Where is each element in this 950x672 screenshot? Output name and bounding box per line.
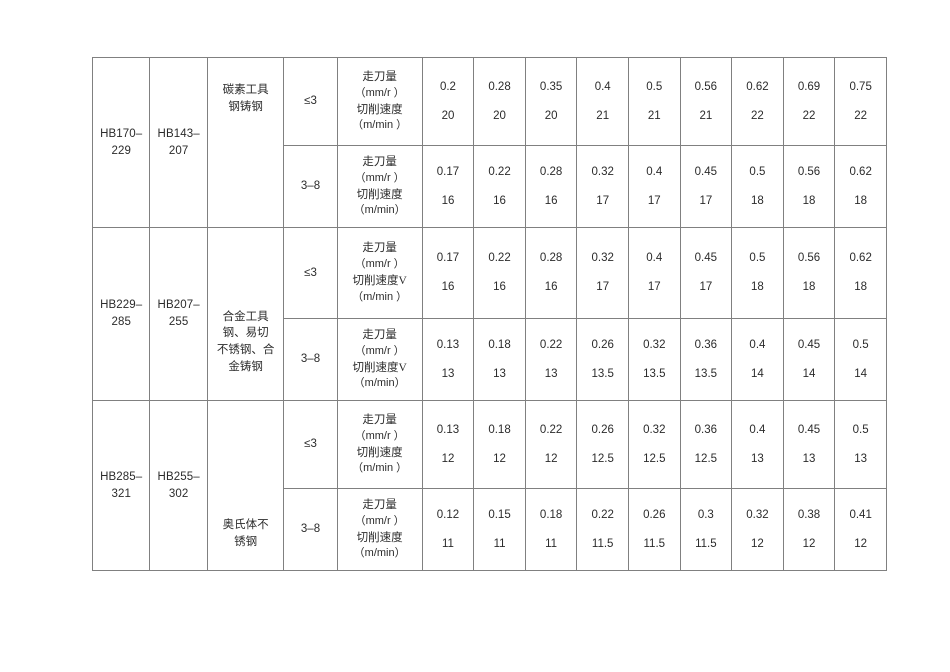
value-cell: 0.22 11.5 — [576, 488, 629, 571]
value-cell: 0.45 13 — [782, 400, 836, 489]
value-cell: 0.4 13 — [731, 400, 784, 489]
value-cell: 0.5 13 — [834, 400, 887, 489]
value-cell: 0.69 22 — [782, 57, 836, 146]
value-cell: 0.22 16 — [473, 227, 526, 319]
value-cell: 0.26 12.5 — [576, 400, 629, 489]
value-cell: 0.12 11 — [421, 488, 475, 571]
hardness-hb2-block2: HB207– 255 — [149, 227, 208, 401]
value-cell: 0.4 17 — [627, 227, 681, 319]
value-cell: 0.4 14 — [731, 318, 784, 401]
value-cell: 0.22 12 — [524, 400, 578, 489]
depth-cell-block3-row1: ≤3 — [283, 400, 338, 489]
parameter-label-block1-row1: 走刀量 （mm/r ） 切削速度 （m/min ） — [336, 57, 423, 146]
value-cell: 0.62 18 — [834, 145, 887, 228]
value-cell: 0.18 11 — [524, 488, 578, 571]
value-cell: 0.45 17 — [679, 227, 733, 319]
value-cell: 0.32 12.5 — [627, 400, 681, 489]
value-cell: 0.56 18 — [782, 145, 836, 228]
value-cell: 0.4 21 — [576, 57, 629, 146]
parameter-label-block3-row1: 走刀量 （mm/r ） 切削速度 （m/min ） — [336, 400, 423, 489]
value-cell: 0.28 20 — [473, 57, 526, 146]
value-cell: 0.36 13.5 — [679, 318, 733, 401]
depth-cell-block3-row2: 3–8 — [283, 488, 338, 571]
parameter-label-block3-row2: 走刀量 （mm/r ） 切削速度 （m/min） — [336, 488, 423, 571]
parameter-label-block2-row1: 走刀量 （mm/r ） 切削速度V （m/min ） — [336, 227, 423, 319]
hardness-hb2-block3: HB255– 302 — [149, 400, 208, 571]
value-cell: 0.56 21 — [679, 57, 733, 146]
value-cell: 0.26 11.5 — [627, 488, 681, 571]
value-cell: 0.22 13 — [524, 318, 578, 401]
table-row: 3–8 走刀量 （mm/r ） 切削速度 （m/min） 0.17 16 0.22… — [93, 145, 887, 228]
value-cell: 0.32 12 — [731, 488, 784, 571]
value-cell: 0.4 17 — [627, 145, 681, 228]
value-cell: 0.32 13.5 — [627, 318, 681, 401]
hardness-hb2-block1: HB143– 207 — [149, 57, 208, 228]
value-cell: 0.45 14 — [782, 318, 836, 401]
value-cell: 0.13 13 — [421, 318, 475, 401]
value-cell: 0.18 13 — [473, 318, 526, 401]
value-cell: 0.41 12 — [834, 488, 887, 571]
table-row: HB285– 321 HB255– 302 奥氏体不 锈钢 ≤3 — [91, 400, 887, 571]
value-cell: 0.17 16 — [421, 227, 475, 319]
value-cell: 0.3 11.5 — [679, 488, 733, 571]
value-cell: 0.5 21 — [627, 57, 681, 146]
depth-cell-block2-row1: ≤3 — [283, 227, 338, 319]
value-cell: 0.5 18 — [731, 145, 784, 228]
value-cell: 0.32 17 — [576, 227, 629, 319]
value-cell: 0.56 18 — [782, 227, 836, 319]
value-cell: 0.18 12 — [473, 400, 526, 489]
material-name-block3: 奥氏体不 锈钢 — [206, 400, 285, 571]
table-row: 3–8 走刀量 （mm/r ） 切削速度 （m/min） 0.12 11 0.15… — [93, 488, 887, 571]
value-cell: 0.75 22 — [834, 57, 887, 146]
material-name-block2: 合金工具 钢、易切 不锈钢、合 金铸钢 — [206, 227, 285, 401]
parameter-label-block1-row2: 走刀量 （mm/r ） 切削速度 （m/min） — [336, 145, 423, 228]
value-cell: 0.5 18 — [731, 227, 784, 319]
parameter-label-block2-row2: 走刀量 （mm/r ） 切削速度V （m/min） — [336, 318, 423, 401]
depth-cell-block1-row2: 3–8 — [283, 145, 338, 228]
value-cell: 0.26 13.5 — [576, 318, 629, 401]
depth-cell-block2-row2: 3–8 — [283, 318, 338, 401]
material-name-block1: 碳素工具 钢铸钢 — [206, 57, 285, 228]
cutting-parameters-table: HB170– 229 HB143– 207 碳素工具 钢铸钢 ≤3 — [91, 57, 887, 571]
value-cell: 0.38 12 — [782, 488, 836, 571]
value-cell: 0.22 16 — [473, 145, 526, 228]
value-cell: 0.35 20 — [524, 57, 578, 146]
value-cell: 0.62 22 — [731, 57, 784, 146]
table-row: HB229– 285 HB207– 255 合金工具 钢、易切 不锈钢、合 金铸… — [91, 227, 887, 401]
hardness-hb1-block1: HB170– 229 — [91, 57, 151, 228]
value-cell: 0.32 17 — [576, 145, 629, 228]
value-cell: 0.45 17 — [679, 145, 733, 228]
hardness-hb1-block2: HB229– 285 — [91, 227, 151, 401]
value-cell: 0.15 11 — [473, 488, 526, 571]
hardness-hb1-block3: HB285– 321 — [91, 400, 151, 571]
depth-cell-block1-row1: ≤3 — [283, 57, 338, 146]
table-row: HB170– 229 HB143– 207 碳素工具 钢铸钢 ≤3 — [91, 57, 887, 228]
value-cell: 0.36 12.5 — [679, 400, 733, 489]
value-cell: 0.17 16 — [421, 145, 475, 228]
value-cell: 0.2 20 — [421, 57, 475, 146]
value-cell: 0.13 12 — [421, 400, 475, 489]
value-cell: 0.62 18 — [834, 227, 887, 319]
value-cell: 0.28 16 — [524, 145, 578, 228]
value-cell: 0.5 14 — [834, 318, 887, 401]
value-cell: 0.28 16 — [524, 227, 578, 319]
